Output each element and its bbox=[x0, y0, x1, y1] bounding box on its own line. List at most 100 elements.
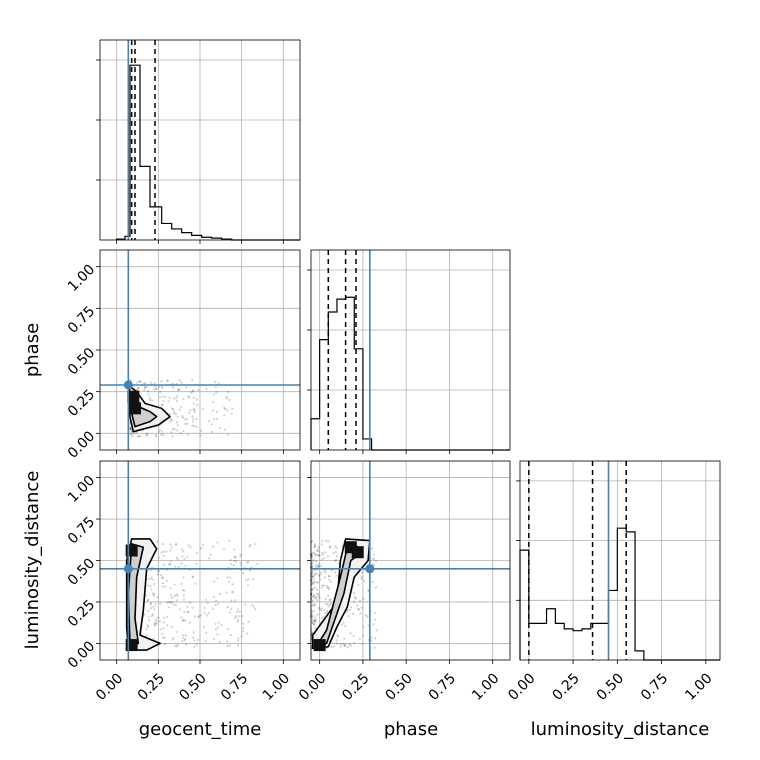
y-tick-label: 0.75 bbox=[65, 514, 98, 547]
sample-point bbox=[204, 598, 208, 602]
x-tick-label: 0.75 bbox=[218, 670, 251, 703]
sample-point bbox=[317, 592, 320, 595]
sample-point bbox=[226, 576, 229, 579]
sample-point bbox=[319, 578, 322, 581]
sample-point bbox=[171, 427, 174, 431]
sample-point bbox=[147, 393, 150, 396]
sample-point bbox=[129, 428, 133, 431]
sample-point bbox=[310, 580, 314, 583]
sample-point bbox=[137, 386, 140, 390]
sample-point bbox=[360, 575, 363, 579]
sample-point bbox=[311, 621, 314, 624]
sample-point bbox=[145, 634, 148, 637]
sample-point bbox=[147, 609, 150, 612]
sample-point bbox=[372, 623, 375, 626]
sample-point bbox=[316, 588, 319, 592]
sample-point bbox=[188, 621, 192, 624]
sample-point bbox=[212, 417, 216, 421]
sample-point bbox=[151, 399, 154, 402]
x-tick-label: 1.00 bbox=[260, 670, 293, 703]
sample-point bbox=[225, 397, 229, 400]
sample-point bbox=[311, 599, 315, 602]
sample-point bbox=[197, 616, 200, 619]
sample-point bbox=[162, 621, 165, 624]
x-tick-label: 0.75 bbox=[638, 670, 671, 703]
sample-point bbox=[145, 386, 148, 389]
sample-point bbox=[358, 599, 362, 602]
sample-point bbox=[348, 608, 351, 612]
sample-point bbox=[234, 615, 237, 618]
sample-point bbox=[163, 616, 166, 619]
sample-point bbox=[162, 554, 165, 557]
sample-point bbox=[215, 391, 218, 394]
sample-point bbox=[323, 584, 326, 587]
sample-point bbox=[218, 640, 221, 643]
sample-point bbox=[170, 546, 173, 549]
sample-point bbox=[327, 588, 331, 591]
sample-point bbox=[192, 389, 195, 392]
sample-point bbox=[318, 575, 321, 578]
sample-point bbox=[168, 396, 171, 399]
x-axis-label: phase bbox=[384, 719, 438, 740]
sample-point bbox=[318, 607, 321, 611]
sample-point bbox=[353, 641, 356, 645]
sample-point bbox=[223, 414, 226, 417]
sample-point bbox=[182, 576, 185, 579]
sample-point bbox=[143, 386, 146, 389]
sample-point bbox=[191, 424, 194, 427]
sample-point bbox=[156, 569, 159, 573]
sample-point bbox=[129, 426, 133, 430]
sample-point bbox=[313, 580, 316, 583]
sample-point bbox=[189, 546, 192, 549]
sample-point bbox=[312, 578, 315, 581]
sample-point bbox=[313, 546, 316, 549]
sample-point bbox=[328, 578, 331, 581]
sample-point bbox=[184, 634, 187, 637]
sample-point bbox=[172, 386, 175, 389]
sample-point bbox=[161, 636, 165, 639]
sample-point bbox=[153, 621, 157, 625]
sample-point bbox=[158, 385, 161, 388]
sample-point bbox=[152, 593, 155, 596]
sample-point bbox=[329, 545, 332, 548]
sample-point bbox=[152, 582, 156, 586]
sample-point bbox=[222, 548, 226, 551]
x-tick-label: 0.50 bbox=[594, 670, 627, 703]
sample-point bbox=[334, 551, 338, 554]
sample-point bbox=[159, 390, 162, 394]
sample-point bbox=[356, 604, 359, 607]
sample-point bbox=[159, 396, 162, 399]
joint-geocent-time-vs-luminosity-distance: 0.00 0.25 0.50 0.75 1.000.000.250.500.751.00 bbox=[65, 460, 301, 704]
sample-point bbox=[317, 548, 320, 551]
sample-point bbox=[175, 630, 178, 634]
sample-point bbox=[321, 551, 324, 554]
sample-point bbox=[318, 562, 321, 565]
sample-point bbox=[153, 385, 157, 388]
sample-point bbox=[149, 569, 152, 572]
sample-point bbox=[229, 562, 233, 565]
sample-point bbox=[146, 625, 150, 628]
sample-point bbox=[215, 410, 219, 413]
sample-point bbox=[176, 415, 179, 418]
sample-point bbox=[223, 407, 227, 411]
sample-point bbox=[183, 589, 186, 592]
sample-point bbox=[317, 546, 320, 549]
sample-point bbox=[182, 598, 185, 601]
y-tick-label: 0.50 bbox=[65, 555, 98, 588]
sample-point bbox=[209, 553, 212, 556]
sample-point bbox=[170, 431, 173, 434]
sample-point bbox=[175, 599, 179, 602]
sample-point bbox=[232, 563, 235, 567]
x-tick-label: 0.75 bbox=[426, 670, 459, 703]
sample-point bbox=[335, 555, 339, 558]
sample-point bbox=[317, 565, 320, 568]
sample-point bbox=[153, 608, 156, 611]
sample-point bbox=[360, 606, 363, 609]
sample-point bbox=[345, 611, 348, 614]
sample-point bbox=[315, 572, 318, 576]
sample-point bbox=[318, 573, 321, 577]
sample-point bbox=[313, 603, 317, 606]
density-peak-cell bbox=[129, 402, 141, 415]
sample-point bbox=[312, 603, 315, 606]
sample-point bbox=[231, 583, 234, 586]
